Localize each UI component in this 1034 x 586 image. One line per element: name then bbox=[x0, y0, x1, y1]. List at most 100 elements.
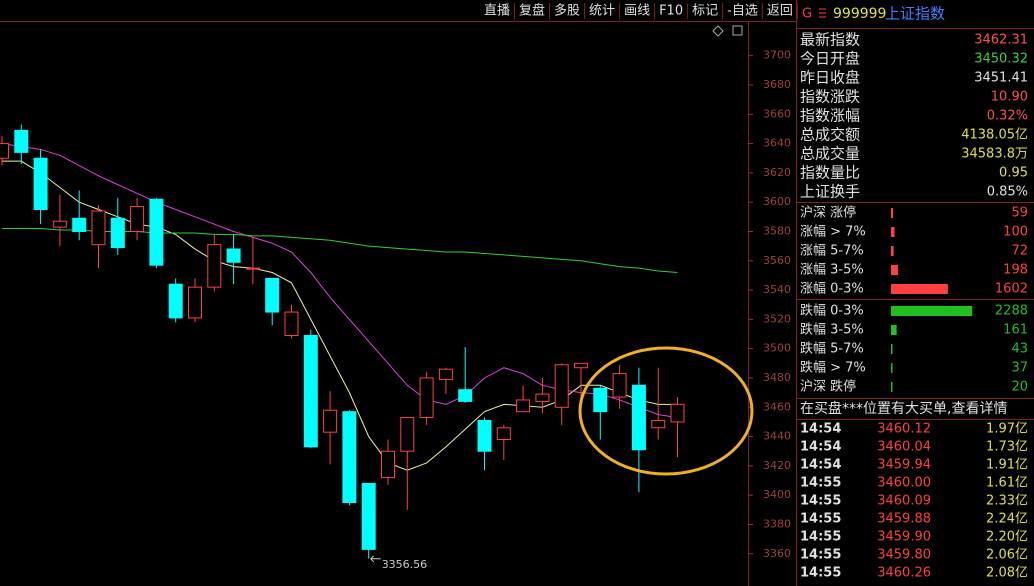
breadth-count: 161 bbox=[1003, 323, 1028, 338]
breadth-label: 涨幅 3-5% bbox=[800, 263, 864, 278]
trade-time: 14:55 bbox=[800, 548, 841, 563]
trade-amount: 2.08亿 bbox=[986, 566, 1028, 581]
breadth-label: 沪深 涨停 bbox=[800, 205, 856, 221]
candle-body bbox=[72, 217, 87, 232]
stat-value: 0.85% bbox=[987, 185, 1028, 200]
candle-body bbox=[245, 267, 260, 270]
candle-body bbox=[303, 334, 318, 448]
candle-body bbox=[381, 450, 395, 479]
candle-body bbox=[419, 377, 434, 419]
breadth-label: 跌幅 5-7% bbox=[800, 341, 864, 357]
low-annotation: 3356.56 bbox=[382, 558, 428, 571]
breadth-bar bbox=[891, 284, 948, 294]
y-tick-label: 3420 bbox=[763, 459, 791, 472]
candle-body bbox=[458, 389, 473, 402]
candle-body bbox=[33, 157, 48, 211]
candle-body bbox=[535, 393, 550, 402]
y-tick-label: 3660 bbox=[763, 107, 791, 120]
trade-time: 14:55 bbox=[800, 530, 841, 545]
stat-value: 0.95 bbox=[999, 166, 1028, 181]
candle-body bbox=[110, 217, 125, 249]
candle-body bbox=[361, 482, 376, 550]
breadth-bar bbox=[891, 325, 897, 335]
candle-body bbox=[496, 427, 511, 441]
trade-price: 3460.04 bbox=[877, 440, 931, 455]
menu-icon[interactable] bbox=[819, 8, 826, 18]
box-icon[interactable] bbox=[732, 25, 743, 36]
candle-body bbox=[554, 364, 569, 408]
stat-label: 上证换手 bbox=[800, 183, 860, 201]
y-tick-label: 3500 bbox=[763, 342, 791, 355]
y-tick-label: 3440 bbox=[763, 430, 791, 443]
diamond-icon[interactable] bbox=[712, 25, 724, 37]
stat-label: 总成交量 bbox=[800, 145, 860, 163]
trade-price: 3460.00 bbox=[877, 476, 931, 491]
candle-body bbox=[438, 368, 453, 380]
stat-label: 指数涨幅 bbox=[800, 107, 860, 125]
breadth-bar bbox=[891, 246, 894, 256]
stat-value: 3451.41 bbox=[974, 71, 1028, 86]
breadth-count: 20 bbox=[1011, 380, 1028, 395]
stat-value: 3462.31 bbox=[974, 33, 1028, 48]
toolbar-button[interactable]: 返回 bbox=[767, 4, 793, 19]
breadth-bar bbox=[891, 227, 895, 237]
trade-price: 3459.90 bbox=[877, 530, 931, 545]
candle-body bbox=[670, 403, 685, 423]
breadth-label: 涨幅 5-7% bbox=[800, 244, 864, 259]
candle-body bbox=[323, 409, 338, 433]
toolbar-button[interactable]: -自选 bbox=[727, 4, 758, 19]
toolbar-button[interactable]: 画线 bbox=[624, 4, 650, 19]
breadth-count: 59 bbox=[1011, 206, 1028, 221]
candle-body bbox=[168, 283, 183, 319]
breadth-count: 100 bbox=[1003, 225, 1028, 240]
candle-body bbox=[477, 419, 492, 452]
trade-time: 14:54 bbox=[800, 440, 841, 455]
breadth-bar bbox=[891, 382, 893, 392]
trade-amount: 2.24亿 bbox=[986, 512, 1028, 527]
y-tick-label: 3600 bbox=[763, 195, 791, 208]
candle-body bbox=[612, 373, 627, 398]
toolbar-button[interactable]: 多股 bbox=[554, 3, 580, 19]
toolbar-button[interactable]: 标记 bbox=[692, 4, 718, 19]
breadth-bar bbox=[891, 306, 973, 316]
toolbar-button[interactable]: F10 bbox=[659, 4, 683, 19]
low-arrow bbox=[370, 555, 381, 563]
trade-price: 3460.26 bbox=[877, 566, 931, 581]
trade-price: 3459.80 bbox=[877, 548, 931, 563]
trade-time: 14:54 bbox=[800, 458, 841, 473]
candle-body bbox=[631, 384, 646, 451]
trade-price: 3460.09 bbox=[877, 494, 931, 509]
breadth-count: 198 bbox=[1003, 263, 1028, 278]
candle-body bbox=[400, 417, 415, 452]
stat-label: 指数量比 bbox=[800, 164, 860, 182]
stat-label: 指数涨跌 bbox=[800, 88, 860, 106]
trade-amount: 1.91亿 bbox=[986, 458, 1028, 473]
breadth-bar bbox=[891, 265, 899, 275]
trade-amount: 2.06亿 bbox=[986, 548, 1028, 563]
toolbar-button[interactable]: 统计 bbox=[589, 4, 615, 19]
breadth-label: 沪深 跌停 bbox=[800, 379, 856, 395]
trade-time: 14:55 bbox=[800, 512, 841, 527]
toolbar-button[interactable]: 直播 bbox=[484, 4, 510, 19]
y-tick-label: 3620 bbox=[763, 166, 791, 179]
breadth-count: 72 bbox=[1011, 244, 1028, 259]
y-tick-label: 3540 bbox=[763, 283, 791, 296]
candle-body bbox=[149, 198, 164, 266]
y-tick-label: 3700 bbox=[763, 49, 791, 62]
breadth-bar bbox=[891, 363, 893, 373]
trade-time: 14:55 bbox=[800, 476, 841, 491]
trade-price: 3460.12 bbox=[877, 422, 931, 437]
breadth-count: 43 bbox=[1011, 342, 1028, 357]
notice[interactable]: 在买盘***位置有大买单,查看详情 bbox=[800, 400, 1007, 417]
breadth-count: 2288 bbox=[995, 304, 1028, 319]
candle-body bbox=[91, 210, 106, 246]
toolbar-button[interactable]: 复盘 bbox=[519, 3, 545, 19]
candle-body bbox=[651, 419, 666, 429]
trade-amount: 2.20亿 bbox=[986, 530, 1028, 545]
candle-body bbox=[574, 362, 588, 369]
candle-body bbox=[226, 248, 241, 263]
stat-label: 昨日收盘 bbox=[800, 69, 860, 87]
highlight-ellipse bbox=[578, 346, 754, 476]
candle-body bbox=[130, 206, 145, 232]
